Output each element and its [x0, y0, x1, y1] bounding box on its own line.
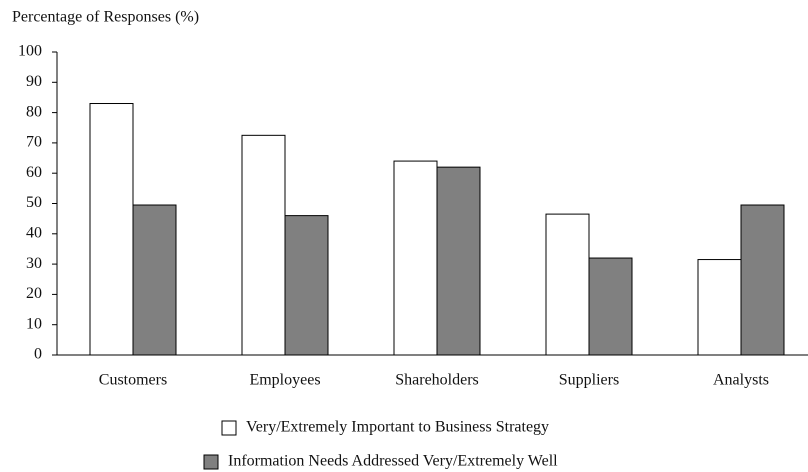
y-tick-label: 50 [26, 194, 42, 211]
x-tick-label: Analysts [713, 372, 769, 389]
bar [588, 257, 633, 356]
y-tick-label: 90 [26, 73, 42, 90]
bar [89, 103, 134, 356]
x-tick-label: Employees [249, 372, 320, 389]
legend-label: Very/Extremely Important to Business Str… [246, 419, 549, 436]
y-tick-label: 80 [26, 103, 42, 120]
legend-swatch [221, 420, 237, 436]
y-tick-label: 70 [26, 134, 42, 151]
y-tick-label: 10 [26, 315, 42, 332]
y-tick-label: 30 [26, 255, 42, 272]
bar [697, 259, 742, 356]
y-tick-label: 0 [34, 346, 42, 363]
legend-label: Information Needs Addressed Very/Extreme… [228, 453, 558, 470]
bar [436, 166, 481, 356]
bar [241, 134, 286, 356]
bar [393, 160, 438, 356]
bar [132, 204, 177, 356]
bar [740, 204, 785, 356]
legend-swatch [203, 454, 219, 470]
bar [545, 213, 590, 356]
y-axis-label: Percentage of Responses (%) [12, 9, 199, 26]
bar [284, 215, 329, 356]
y-tick-label: 40 [26, 224, 42, 241]
y-tick-label: 60 [26, 164, 42, 181]
x-tick-label: Customers [99, 372, 167, 389]
y-tick-label: 20 [26, 285, 42, 302]
x-tick-label: Suppliers [559, 372, 619, 389]
y-tick-label: 100 [18, 43, 42, 60]
x-tick-label: Shareholders [395, 372, 479, 389]
